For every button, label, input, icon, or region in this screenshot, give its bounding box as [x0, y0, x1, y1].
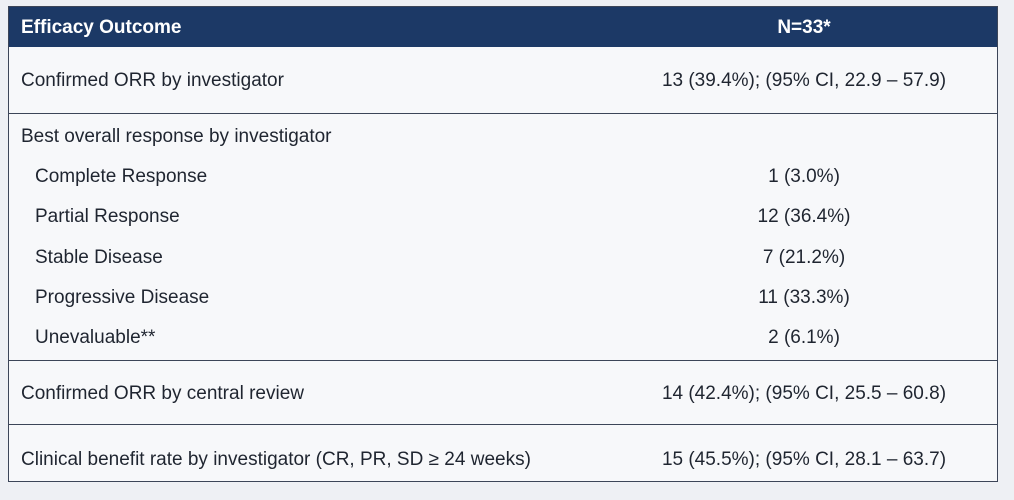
header-n: N=33* — [777, 17, 831, 38]
row-value: 15 (45.5%); (95% CI, 28.1 – 63.7) — [661, 449, 947, 470]
row-label: Progressive Disease — [35, 287, 210, 308]
row-label: Complete Response — [35, 166, 208, 187]
row-value: 1 (3.0%) — [768, 166, 840, 187]
row-label: Confirmed ORR by investigator — [21, 70, 284, 91]
section-clinical-benefit-rate: Clinical benefit rate by investigator (C… — [9, 425, 997, 481]
row-label: Stable Disease — [35, 247, 163, 268]
row-label: Partial Response — [35, 206, 180, 227]
row-label: Confirmed ORR by central review — [21, 383, 304, 404]
row-value: 12 (36.4%) — [757, 206, 851, 227]
row-label: Clinical benefit rate by investigator (C… — [21, 449, 531, 470]
table-header: Efficacy Outcome N=33* — [9, 7, 997, 47]
row-value: 14 (42.4%); (95% CI, 25.5 – 60.8) — [661, 383, 947, 404]
row-value: 2 (6.1%) — [768, 327, 840, 348]
header-efficacy-outcome: Efficacy Outcome — [21, 17, 182, 38]
efficacy-table: Efficacy Outcome N=33* Confirmed ORR by … — [8, 6, 998, 482]
section-confirmed-orr-central: Confirmed ORR by central review 14 (42.4… — [9, 361, 997, 425]
row-label: Unevaluable** — [35, 327, 156, 348]
row-value: 7 (21.2%) — [762, 247, 846, 268]
row-label: Best overall response by investigator — [21, 126, 332, 147]
row-value: 11 (33.3%) — [758, 287, 850, 308]
section-confirmed-orr-investigator: Confirmed ORR by investigator 13 (39.4%)… — [9, 47, 997, 114]
section-best-overall-response: Best overall response by investigator Co… — [9, 114, 997, 361]
row-value: 13 (39.4%); (95% CI, 22.9 – 57.9) — [661, 70, 947, 91]
